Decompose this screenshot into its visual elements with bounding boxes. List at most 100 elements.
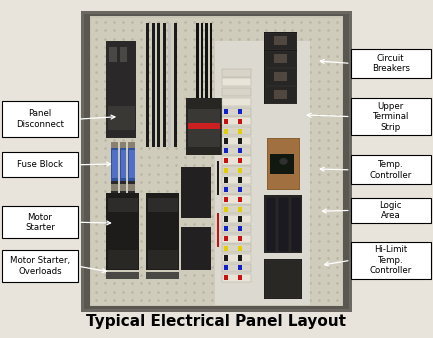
Bar xyxy=(188,110,220,147)
Bar xyxy=(129,150,135,178)
Bar xyxy=(197,23,199,104)
Bar xyxy=(108,198,138,212)
Bar xyxy=(223,138,228,144)
Bar xyxy=(238,256,242,261)
Bar xyxy=(238,236,242,241)
Bar xyxy=(146,272,179,280)
Bar xyxy=(84,14,349,309)
Bar xyxy=(129,147,135,181)
Bar xyxy=(238,148,242,153)
Bar xyxy=(217,110,220,144)
Text: Motor
Starter: Motor Starter xyxy=(25,213,55,232)
Bar xyxy=(264,195,302,253)
Bar xyxy=(238,119,242,124)
Bar xyxy=(222,69,251,77)
Bar xyxy=(111,181,118,195)
Bar xyxy=(238,158,242,163)
Bar xyxy=(91,18,342,305)
Bar xyxy=(223,148,228,153)
Bar xyxy=(129,181,135,195)
Bar xyxy=(222,273,251,282)
Bar xyxy=(107,41,136,138)
Bar xyxy=(111,147,118,181)
Bar xyxy=(222,235,251,243)
Bar xyxy=(174,23,177,147)
Bar xyxy=(238,197,242,202)
Bar xyxy=(238,226,242,232)
Bar xyxy=(107,193,139,270)
Bar xyxy=(223,109,228,114)
Bar xyxy=(222,205,251,213)
Bar xyxy=(238,207,242,212)
Bar xyxy=(215,41,310,305)
Bar xyxy=(120,47,127,62)
Bar xyxy=(265,69,296,85)
Text: Panel
Disconnect: Panel Disconnect xyxy=(16,110,64,129)
Bar xyxy=(222,244,251,252)
Bar xyxy=(222,166,251,174)
Bar xyxy=(223,216,228,222)
Bar xyxy=(223,256,228,261)
Bar xyxy=(274,36,288,45)
Text: Upper
Terminal
Strip: Upper Terminal Strip xyxy=(372,102,409,131)
Bar xyxy=(222,127,251,135)
Bar xyxy=(274,54,288,63)
Bar xyxy=(222,137,251,145)
Text: Logic
Area: Logic Area xyxy=(380,201,402,220)
Bar xyxy=(90,16,343,306)
Bar xyxy=(238,265,242,270)
Bar xyxy=(223,236,228,241)
Bar xyxy=(264,259,302,299)
Bar xyxy=(158,23,160,147)
Bar xyxy=(223,177,228,183)
Bar xyxy=(278,197,288,251)
Bar xyxy=(120,181,126,195)
Bar xyxy=(120,184,126,191)
Bar xyxy=(223,129,228,134)
Bar xyxy=(168,23,171,147)
Bar xyxy=(81,11,352,312)
Text: Fuse Block: Fuse Block xyxy=(17,160,63,169)
Bar xyxy=(181,227,211,270)
Circle shape xyxy=(280,159,287,164)
Bar xyxy=(223,197,228,202)
Bar xyxy=(148,198,178,212)
Bar xyxy=(222,147,251,155)
Bar xyxy=(2,152,78,177)
Bar xyxy=(265,260,301,298)
Bar xyxy=(201,23,203,104)
Text: Circuit
Breakers: Circuit Breakers xyxy=(372,54,410,73)
Bar xyxy=(351,242,431,279)
Bar xyxy=(223,187,228,192)
Bar xyxy=(238,109,242,114)
Bar xyxy=(222,156,251,165)
Bar xyxy=(222,98,251,106)
Text: Motor Starter,
Overloads: Motor Starter, Overloads xyxy=(10,257,70,276)
Bar xyxy=(265,32,296,49)
Bar xyxy=(351,98,431,135)
Bar xyxy=(2,250,78,282)
Bar xyxy=(223,226,228,232)
Bar xyxy=(111,184,118,191)
Bar xyxy=(210,23,212,104)
Bar xyxy=(120,147,126,181)
Bar xyxy=(223,265,228,270)
Bar xyxy=(222,108,251,116)
Bar xyxy=(223,168,228,173)
Bar xyxy=(222,195,251,203)
Bar xyxy=(351,155,431,184)
Bar xyxy=(2,101,78,137)
Bar xyxy=(351,198,431,223)
Bar xyxy=(265,87,296,103)
Bar xyxy=(270,153,294,174)
Bar xyxy=(146,193,179,270)
Bar xyxy=(188,123,220,129)
Bar xyxy=(163,23,165,147)
Bar xyxy=(291,197,301,251)
Bar xyxy=(223,207,228,212)
Bar xyxy=(146,23,149,147)
Bar xyxy=(264,32,297,104)
Bar xyxy=(112,150,117,178)
Bar xyxy=(222,78,251,87)
Bar xyxy=(222,176,251,184)
